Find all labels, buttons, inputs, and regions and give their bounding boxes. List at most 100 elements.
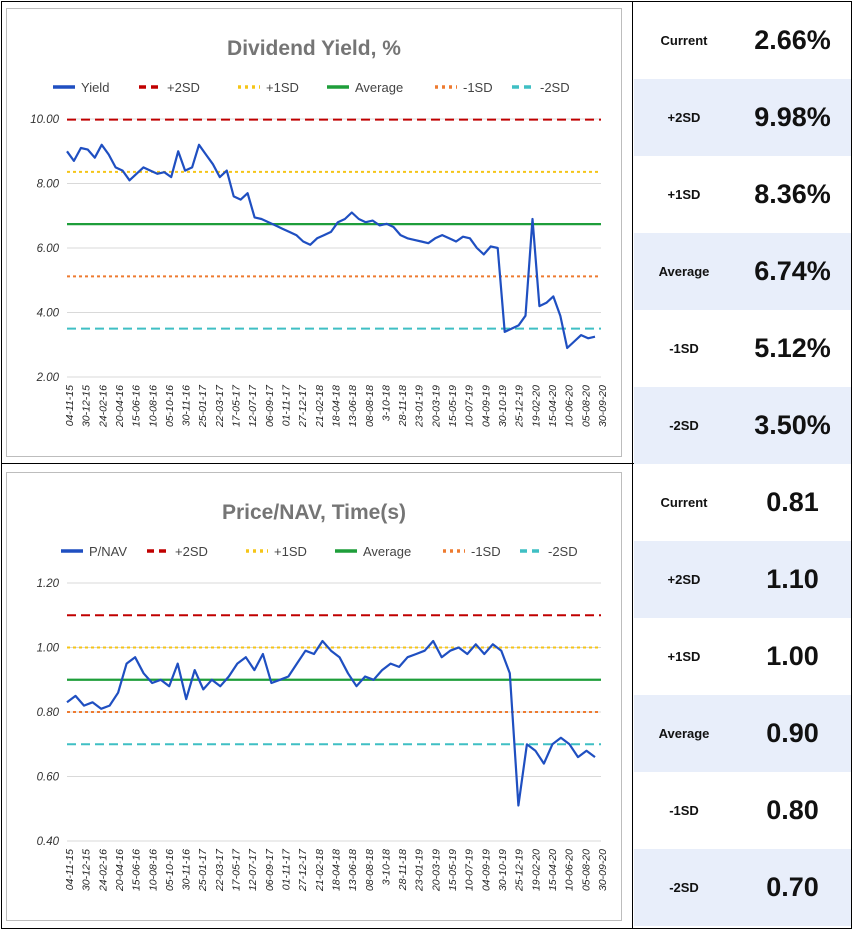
x-tick-label: 24-02-16 — [97, 385, 109, 428]
y-tick-label: 2.00 — [36, 372, 60, 384]
x-tick-label: 08-08-18 — [364, 385, 376, 427]
x-tick-label: 01-11-17 — [281, 384, 293, 426]
x-tick-label: 13-06-18 — [347, 385, 359, 427]
x-tick-label: 30-12-15 — [81, 849, 93, 891]
dividend-yield-stats: Current 2.66% +2SD 9.98% +1SD 8.36% Aver… — [634, 2, 851, 464]
x-tick-label: 01-11-17 — [281, 848, 293, 890]
x-tick-label: 18-04-18 — [330, 385, 342, 427]
stat-label: +2SD — [667, 572, 701, 587]
chart-legend: P/NAV +2SD +1SD Average -1SD -2SD — [61, 544, 578, 559]
x-tick-label: 10-08-16 — [147, 385, 159, 427]
x-tick-label: 19-02-20 — [530, 849, 542, 891]
x-tick-label: 10-06-20 — [564, 849, 576, 891]
y-tick-label: 1.20 — [37, 578, 60, 590]
stat-label: +1SD — [667, 187, 701, 202]
x-tick-label: 10-07-19 — [464, 385, 476, 427]
stat-row-minus-2sd: -2SD 0.70 — [634, 849, 851, 926]
series-line-p-nav — [66, 639, 596, 807]
row-divider — [1, 463, 852, 464]
x-tick-label: 30-09-20 — [597, 385, 609, 427]
x-tick-label: 17-05-17 — [231, 384, 243, 427]
y-tick-label: 4.00 — [37, 308, 60, 320]
x-tick-label: 21-02-18 — [314, 385, 326, 428]
x-tick-label: 30-09-20 — [597, 849, 609, 891]
x-tick-label: 04-11-15 — [64, 385, 76, 426]
x-tick-label: 21-02-18 — [314, 849, 326, 892]
x-tick-label: 3-10-18 — [380, 385, 392, 421]
stat-value: 5.12% — [754, 333, 831, 363]
price-nav-chart-svg: Price/NAV, Time(s) P/NAV +2SD +1SD Average -… — [37, 501, 609, 892]
y-tick-label: 10.00 — [30, 114, 59, 126]
x-tick-label: 15-05-19 — [447, 385, 459, 427]
stat-label: Current — [660, 495, 708, 510]
legend-label-plusminus-2sd: +2SD — [167, 80, 200, 95]
stat-value: 9.98% — [754, 102, 831, 132]
stat-row-plus-2sd: +2SD 9.98% — [634, 79, 851, 156]
x-tick-label: 20-04-16 — [114, 385, 126, 428]
x-tick-label: 20-03-19 — [430, 385, 442, 428]
reference-lines — [67, 614, 601, 746]
stat-value: 0.81 — [766, 487, 819, 517]
legend-label-yield: Yield — [81, 80, 109, 95]
x-tick-label: 22-03-17 — [214, 848, 226, 892]
stat-row-average: Average 0.90 — [634, 695, 851, 772]
stat-row-plus-1sd: +1SD 1.00 — [634, 618, 851, 695]
y-axis: 1.20 1.00 0.80 0.60 0.40 — [37, 578, 60, 848]
stat-label: -2SD — [669, 418, 699, 433]
x-tick-label: 05-10-16 — [164, 849, 176, 891]
stat-label: Current — [660, 33, 708, 48]
dividend-yield-chart-svg: Dividend Yield, % Yield +2SD +1SD Average -1… — [30, 37, 609, 428]
legend-label-plusminus-1sd: +1SD — [266, 80, 299, 95]
price-nav-chart: Price/NAV, Time(s) P/NAV +2SD +1SD Average -… — [6, 472, 622, 921]
stat-label: Average — [658, 264, 710, 279]
x-tick-label: 15-06-16 — [131, 385, 143, 427]
y-tick-label: 0.60 — [37, 772, 60, 784]
x-tick-label: 10-08-16 — [147, 849, 159, 891]
x-tick-label: 28-11-18 — [397, 849, 409, 891]
x-tick-label: 20-03-19 — [430, 849, 442, 892]
stat-value: 1.10 — [766, 564, 819, 594]
x-tick-label: 06-09-17 — [264, 848, 276, 891]
x-tick-label: 13-06-18 — [347, 849, 359, 891]
x-tick-label: 04-11-15 — [64, 849, 76, 890]
stat-value: 8.36% — [754, 179, 831, 209]
stat-row-average: Average 6.74% — [634, 233, 851, 310]
x-tick-label: 05-08-20 — [580, 385, 592, 427]
x-tick-label: 30-11-16 — [181, 385, 193, 426]
y-tick-label: 0.80 — [37, 707, 60, 719]
series-layer — [66, 639, 596, 807]
x-tick-label: 17-05-17 — [231, 848, 243, 891]
x-tick-label: 20-04-16 — [114, 849, 126, 892]
x-axis: 04-11-15 30-12-15 24-02-16 20-04-16 15-06-16… — [64, 848, 609, 892]
stat-value: 0.70 — [766, 872, 819, 902]
y-tick-label: 8.00 — [37, 179, 60, 191]
x-tick-label: 15-05-19 — [447, 849, 459, 891]
stat-label: -1SD — [669, 803, 699, 818]
stat-value: 0.80 — [766, 795, 819, 825]
stat-row-minus-2sd: -2SD 3.50% — [634, 387, 851, 464]
stat-value: 1.00 — [766, 641, 819, 671]
x-tick-label: 25-12-19 — [514, 849, 526, 892]
x-tick-label: 12-07-17 — [247, 848, 259, 891]
stat-label: +2SD — [667, 110, 701, 125]
y-tick-label: 6.00 — [37, 243, 60, 255]
x-tick-label: 12-07-17 — [247, 384, 259, 427]
x-tick-label: 04-09-19 — [480, 385, 492, 427]
chart-legend: Yield +2SD +1SD Average -1SD -2SD — [53, 80, 570, 95]
x-tick-label: 10-07-19 — [464, 849, 476, 891]
column-divider — [632, 1, 633, 929]
stat-value: 0.90 — [766, 718, 819, 748]
gridlines — [67, 118, 601, 378]
y-axis: 10.00 8.00 6.00 4.00 2.00 — [30, 114, 59, 384]
chart-title: Dividend Yield, % — [227, 37, 401, 60]
x-tick-label: 27-12-17 — [297, 848, 309, 892]
x-tick-label: 30-11-16 — [181, 849, 193, 890]
x-tick-label: 25-01-17 — [197, 384, 209, 428]
price-nav-stats: Current 0.81 +2SD 1.10 +1SD 1.00 Average… — [634, 464, 851, 928]
stat-row-current: Current 0.81 — [634, 464, 851, 541]
x-tick-label: 25-12-19 — [514, 385, 526, 428]
x-tick-label: 06-09-17 — [264, 384, 276, 427]
x-tick-label: 27-12-17 — [297, 384, 309, 428]
legend-label-plusminus-2sd: +2SD — [175, 544, 208, 559]
stat-row-minus-1sd: -1SD 5.12% — [634, 310, 851, 387]
